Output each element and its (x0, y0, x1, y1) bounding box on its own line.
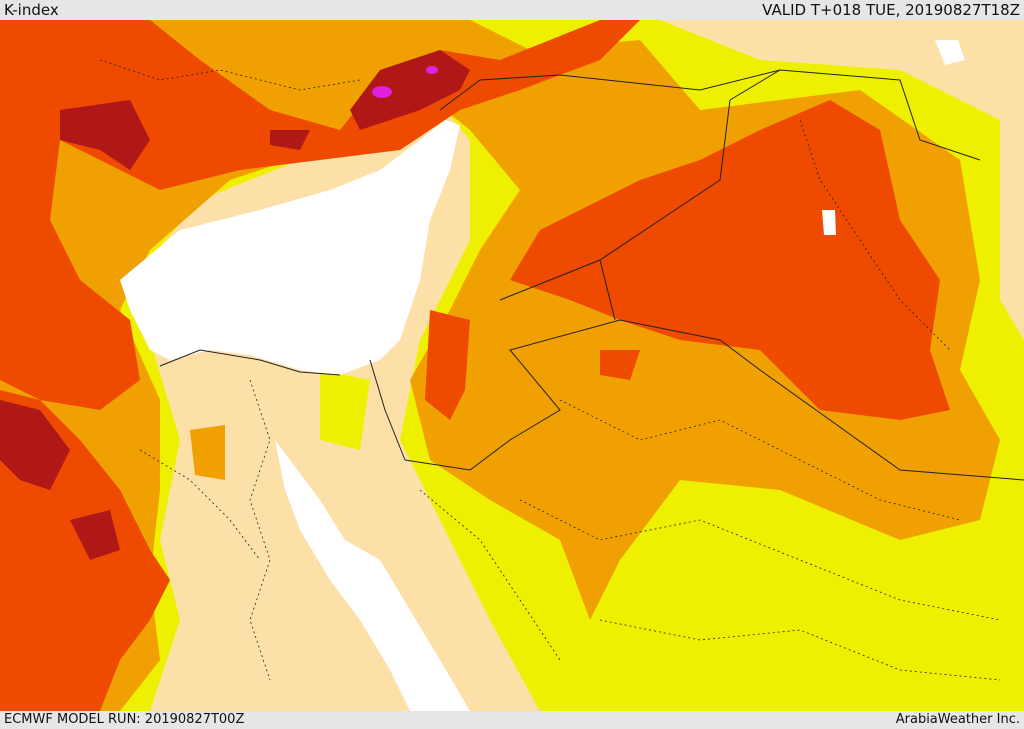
credit: ArabiaWeather Inc. (895, 712, 1020, 727)
valid-time: VALID T+018 TUE, 20190827T18Z (762, 1, 1020, 19)
map-title: K-index (4, 1, 59, 19)
dead-sea-lake (822, 210, 836, 235)
model-run: ECMWF MODEL RUN: 20190827T00Z (4, 712, 245, 727)
lake (935, 40, 965, 65)
header-bar: K-index VALID T+018 TUE, 20190827T18Z (0, 0, 1024, 20)
sea-areas (120, 40, 965, 711)
k-index-level-4 (0, 50, 470, 560)
k-index-map (0, 20, 1024, 711)
red-sea (275, 440, 470, 711)
country-borders (159, 69, 1024, 481)
mediterranean-sea (120, 120, 460, 375)
k-index-level-5 (372, 66, 438, 98)
footer-bar: ECMWF MODEL RUN: 20190827T00Z ArabiaWeat… (0, 711, 1024, 729)
province-borders (99, 59, 1001, 681)
